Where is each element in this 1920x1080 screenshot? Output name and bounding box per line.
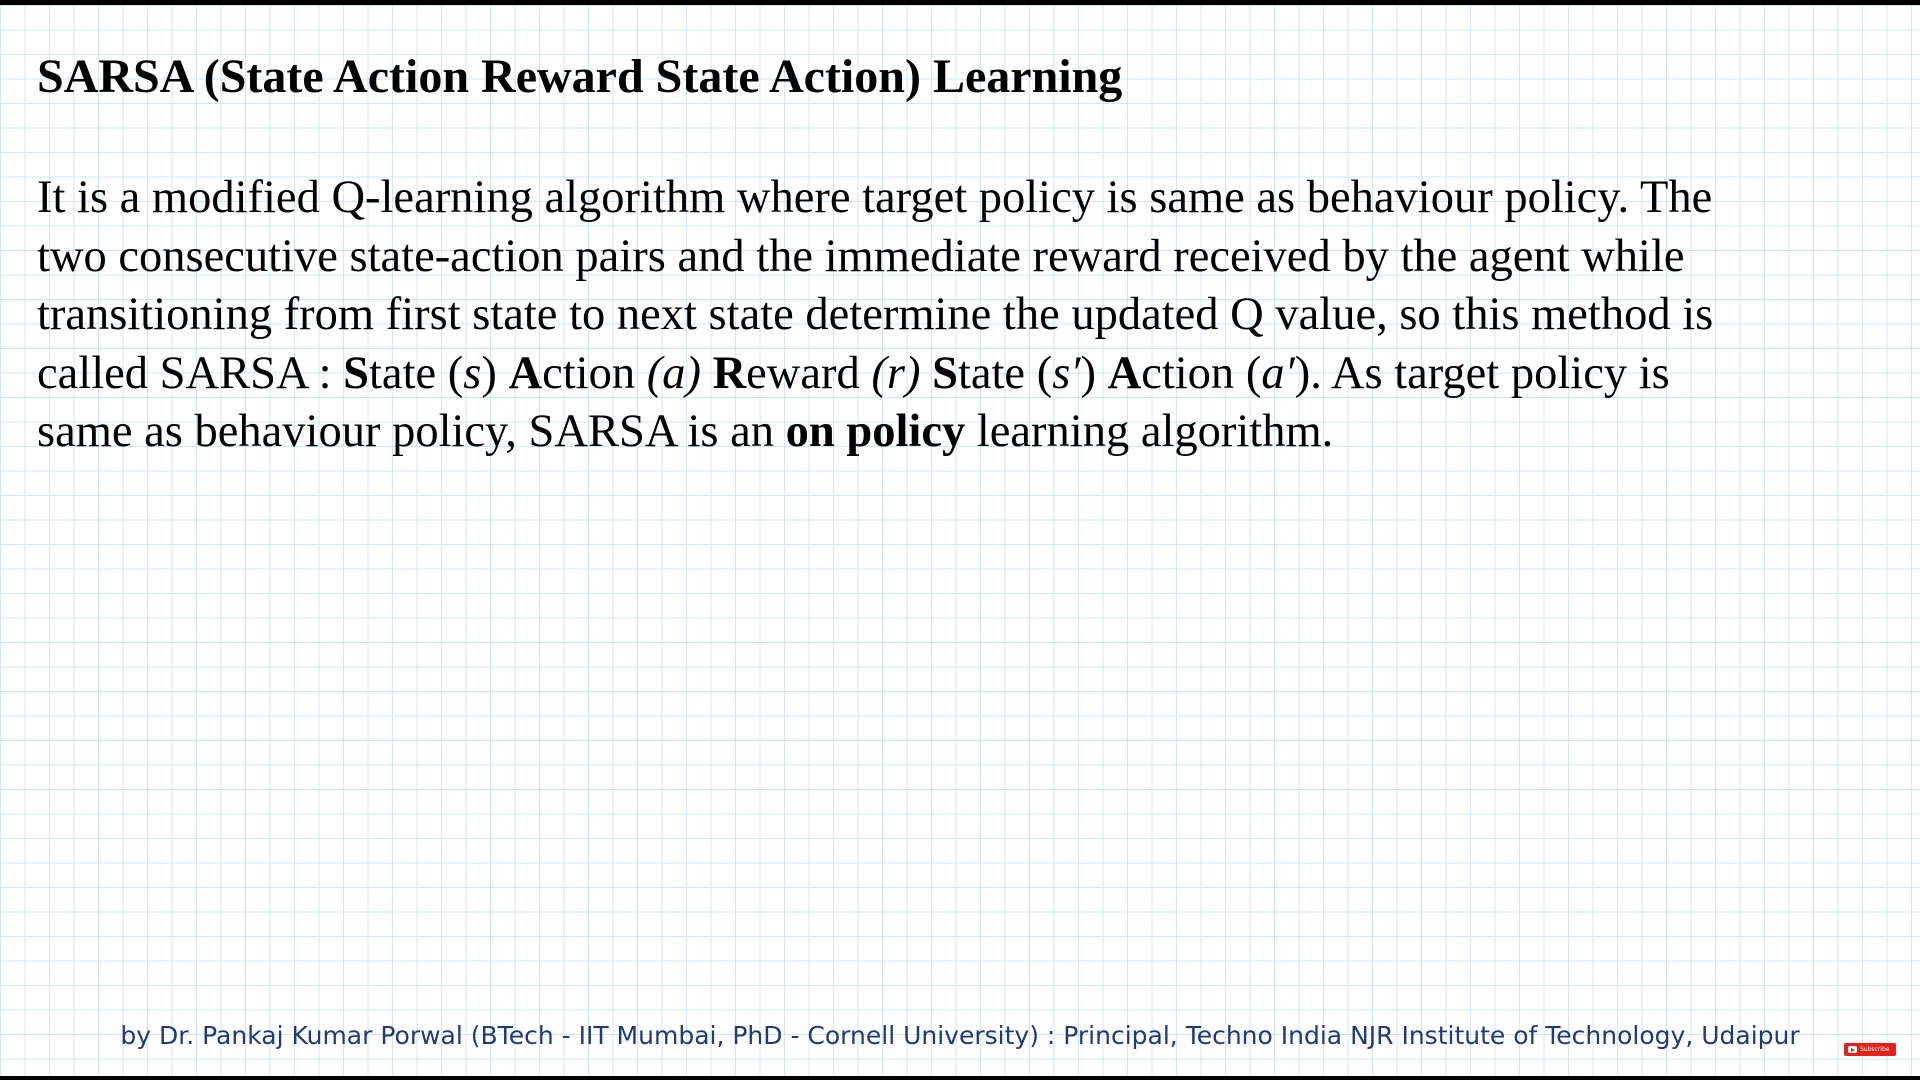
footer-credit: by Dr. Pankaj Kumar Porwal (BTech - IIT … (120, 1021, 1800, 1050)
space (701, 348, 713, 399)
slide-title: SARSA (State Action Reward State Action)… (37, 50, 1123, 103)
next-action-initial-a: A (1107, 347, 1142, 399)
next-state-paren-close: ) (1080, 347, 1108, 399)
line4-suffix: . As target policy is (1310, 347, 1670, 399)
reward-initial-r: R (712, 347, 747, 399)
next-state-paren-open: ( (1036, 347, 1053, 399)
body-line-4: called SARSA : State (s) Action (a) Rewa… (37, 345, 1887, 404)
state-symbol-s: s (463, 347, 482, 399)
subscribe-label: Subscribe (1860, 1046, 1890, 1053)
body-line-2: two consecutive state-action pairs and t… (37, 230, 1685, 282)
next-action-paren-close: ) (1294, 347, 1311, 399)
state-initial-s: S (343, 347, 370, 399)
reward-symbol-r: (r) (871, 347, 921, 399)
action-initial-a: A (508, 347, 543, 399)
line5-suffix: learning algorithm. (965, 406, 1334, 457)
body-line-1: It is a modified Q-learning algorithm wh… (37, 172, 1713, 223)
next-action-symbol-a-prime: a′ (1261, 347, 1295, 399)
space (920, 348, 932, 399)
action-symbol-a: (a) (646, 347, 701, 399)
body-line-5: same as behaviour policy, SARSA is an on… (37, 403, 1887, 462)
next-state-initial-s: S (932, 347, 958, 399)
slide-body: It is a modified Q-learning algorithm wh… (37, 169, 1887, 462)
next-state-symbol-s-prime: s′ (1052, 347, 1081, 399)
slide-canvas: SARSA (State Action Reward State Action)… (0, 5, 1920, 1076)
state-paren-open: ( (447, 347, 464, 399)
action-word-rest: ction (542, 347, 647, 399)
sarsa-intro-text: called SARSA : (37, 347, 344, 399)
state-word-rest: tate (369, 347, 448, 399)
next-state-word-rest: tate (957, 347, 1037, 399)
on-policy-emphasis: on policy (785, 406, 966, 457)
next-action-word-rest: ction (1141, 347, 1246, 399)
state-paren-close: ) (481, 347, 509, 399)
subscribe-button[interactable]: Subscribe (1844, 1043, 1896, 1056)
youtube-play-icon (1848, 1046, 1857, 1053)
body-line-3: transitioning from first state to next s… (37, 289, 1714, 340)
next-action-paren-open: ( (1245, 347, 1262, 399)
reward-word-rest: eward (746, 347, 872, 399)
line5-prefix: same as behaviour policy, SARSA is an (37, 406, 786, 457)
